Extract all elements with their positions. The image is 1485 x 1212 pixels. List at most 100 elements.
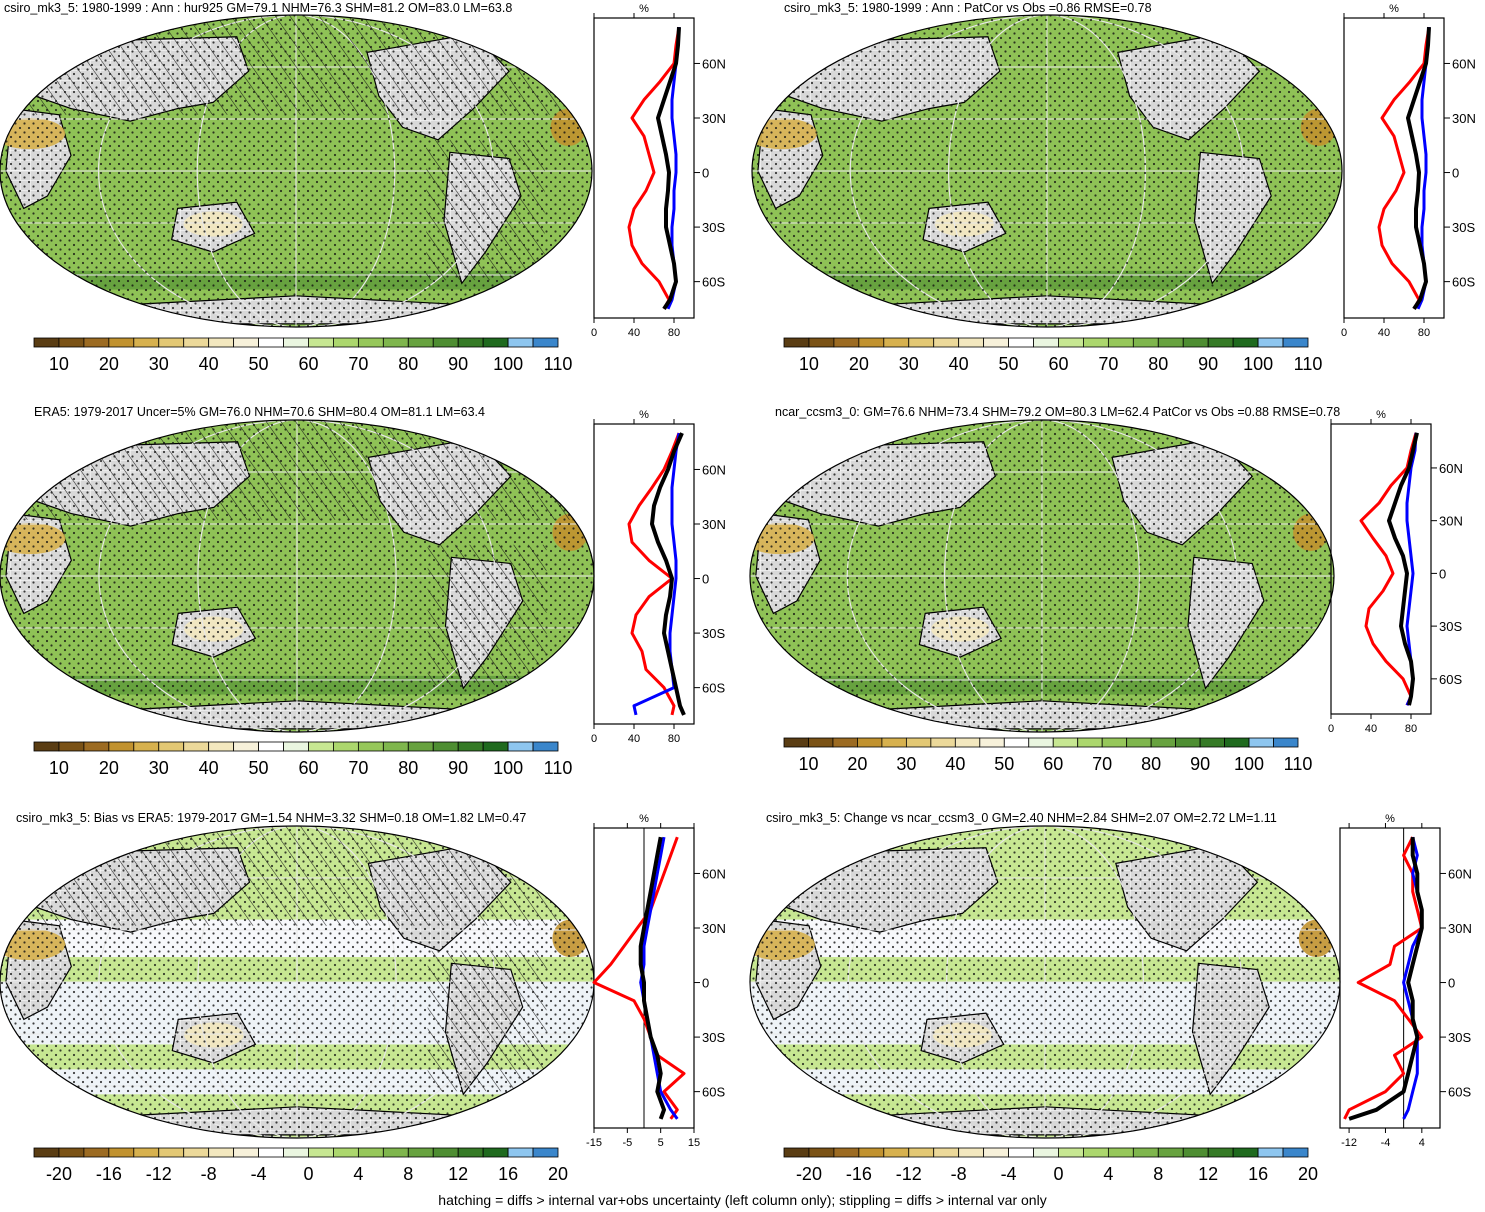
colorbar-label: 10 xyxy=(798,754,818,774)
colorbar-swatch xyxy=(58,337,85,348)
colorbar-swatch xyxy=(1008,337,1034,348)
colorbar-label: 30 xyxy=(149,758,169,778)
colorbar-label: -12 xyxy=(896,1164,922,1184)
colorbar-label: 90 xyxy=(448,354,468,374)
y-tick-label: 60S xyxy=(1448,1085,1471,1100)
profile-frame xyxy=(1330,423,1432,715)
colorbar-swatch xyxy=(258,337,284,348)
colorbar-swatch xyxy=(883,337,910,348)
map-outline xyxy=(751,14,1343,328)
colorbar-swatch xyxy=(532,337,559,348)
hatching xyxy=(427,544,547,686)
colorbar-swatch xyxy=(283,741,309,752)
colorbar: -20 -16 -12 -8 -4 0 4 8 12 16 20 xyxy=(783,1147,1318,1184)
colorbar-swatch xyxy=(432,741,459,752)
x-tick-label: 40 xyxy=(628,733,640,745)
colorbar-swatch xyxy=(333,741,359,752)
colorbar-swatch xyxy=(858,337,885,348)
colorbar-label: 80 xyxy=(1141,754,1161,774)
panel-title: ncar_ccsm3_0: GM=76.6 NHM=73.4 SHM=79.2 … xyxy=(775,405,1340,419)
x-tick-label: 0 xyxy=(591,733,597,745)
colorbar-swatch xyxy=(382,741,409,752)
colorbar-swatch xyxy=(1126,737,1152,748)
colorbar-label: -4 xyxy=(251,1164,267,1184)
colorbar-label: 70 xyxy=(348,354,368,374)
panel-5: csiro_mk3_5: Bias vs ERA5: 1979-2017 GM=… xyxy=(0,811,726,1184)
colorbar-swatch xyxy=(958,337,985,348)
x-tick-label: 80 xyxy=(1418,327,1430,339)
colorbar-swatch xyxy=(233,337,259,348)
x-tick-label: 40 xyxy=(628,327,640,339)
colorbar-swatch xyxy=(1058,1147,1084,1158)
colorbar-label: 60 xyxy=(1043,754,1063,774)
colorbar-swatch xyxy=(507,337,534,348)
colorbar-label: 12 xyxy=(1198,1164,1218,1184)
x-tick-label: 0 xyxy=(1328,723,1334,735)
colorbar-label: 10 xyxy=(799,354,819,374)
panel-title: csiro_mk3_5: 1980-1999 : Ann : hur925 GM… xyxy=(4,1,512,15)
x-tick-label: 80 xyxy=(668,327,680,339)
y-tick-label: 30S xyxy=(1439,619,1462,634)
profile-plot: % -12 -4 4 60N 30N 0 30S 60S xyxy=(1339,813,1472,1149)
colorbar-swatch xyxy=(233,741,259,752)
colorbar-swatch xyxy=(1282,337,1309,348)
y-tick-label: 30N xyxy=(702,111,726,126)
x-tick-label: 15 xyxy=(688,1137,700,1149)
colorbar-swatch xyxy=(1077,737,1103,748)
colorbar-label: 70 xyxy=(1098,354,1118,374)
colorbar-swatch xyxy=(958,1147,985,1158)
colorbar-label: 8 xyxy=(403,1164,413,1184)
colorbar-label: 110 xyxy=(544,354,573,374)
x-tick-label: 0 xyxy=(591,327,597,339)
y-tick-label: 0 xyxy=(1452,166,1459,181)
colorbar-swatch xyxy=(432,337,459,348)
map xyxy=(0,15,592,327)
colorbar-label: 10 xyxy=(49,354,69,374)
colorbar-label: -20 xyxy=(796,1164,822,1184)
y-tick-label: 60N xyxy=(1452,56,1476,71)
colorbar-label: 30 xyxy=(149,354,169,374)
colorbar-label: 60 xyxy=(298,758,318,778)
colorbar-swatch xyxy=(407,741,434,752)
colorbar-label: 0 xyxy=(303,1164,313,1184)
profile-line-1 xyxy=(627,26,681,310)
profile-plot: % 0 40 80 60N 30N 0 30S 60S xyxy=(1328,409,1463,735)
colorbar-label: 20 xyxy=(1298,1164,1318,1184)
colorbar-label: 110 xyxy=(544,758,573,778)
colorbar-swatch xyxy=(507,741,534,752)
colorbar: 10 20 30 40 50 60 70 80 90 100 110 xyxy=(783,737,1312,774)
colorbar-swatch xyxy=(482,1147,509,1158)
colorbar-label: 12 xyxy=(448,1164,468,1184)
colorbar-label: 20 xyxy=(548,1164,568,1184)
hatching xyxy=(0,420,594,520)
colorbar-swatch xyxy=(283,337,309,348)
colorbar-swatch xyxy=(1132,337,1159,348)
colorbar-swatch xyxy=(183,741,210,752)
colorbar-swatch xyxy=(954,737,981,748)
colorbar-swatch xyxy=(883,1147,910,1158)
colorbar-label: 90 xyxy=(1190,754,1210,774)
panel-6: csiro_mk3_5: Change vs ncar_ccsm3_0 GM=2… xyxy=(749,811,1472,1184)
colorbar-label: 30 xyxy=(899,354,919,374)
colorbar-swatch xyxy=(1257,337,1284,348)
colorbar-swatch xyxy=(783,737,809,748)
colorbar-swatch xyxy=(983,337,1009,348)
colorbar-label: 70 xyxy=(1092,754,1112,774)
colorbar-swatch xyxy=(457,741,484,752)
colorbar: 10 20 30 40 50 60 70 80 90 100 110 xyxy=(33,741,573,778)
colorbar-swatch xyxy=(908,337,935,348)
colorbar-swatch xyxy=(930,737,956,748)
profile-unit: % xyxy=(1376,409,1386,421)
panel-title: ERA5: 1979-2017 Uncer=5% GM=76.0 NHM=70.… xyxy=(34,405,485,419)
colorbar-label: 20 xyxy=(847,754,867,774)
colorbar-swatch xyxy=(133,1147,160,1158)
colorbar-swatch xyxy=(983,1147,1009,1158)
x-tick-label: -15 xyxy=(586,1137,602,1149)
colorbar-swatch xyxy=(808,1147,835,1158)
colorbar-swatch xyxy=(808,737,834,748)
profile-frame xyxy=(1339,827,1441,1129)
colorbar-swatch xyxy=(1033,1147,1059,1158)
y-tick-label: 30S xyxy=(1452,220,1475,235)
y-tick-label: 60N xyxy=(1448,866,1472,881)
y-tick-label: 60S xyxy=(1439,672,1462,687)
